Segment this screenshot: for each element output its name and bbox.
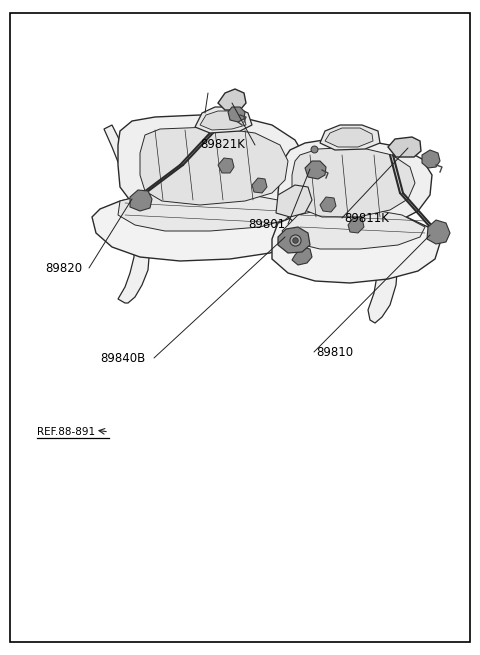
Polygon shape (272, 209, 440, 283)
Polygon shape (200, 111, 246, 130)
Polygon shape (282, 209, 425, 249)
Polygon shape (92, 191, 300, 261)
Text: 89810: 89810 (316, 345, 353, 358)
Polygon shape (305, 161, 326, 179)
Polygon shape (292, 147, 415, 217)
Polygon shape (278, 139, 432, 230)
Polygon shape (140, 127, 288, 205)
Polygon shape (130, 190, 152, 211)
Polygon shape (346, 151, 398, 323)
Text: REF.88-891: REF.88-891 (37, 427, 95, 437)
Polygon shape (218, 89, 246, 110)
Polygon shape (348, 217, 364, 233)
Polygon shape (320, 125, 380, 150)
Polygon shape (320, 197, 336, 212)
Text: 89811K: 89811K (344, 212, 389, 225)
Polygon shape (195, 107, 252, 133)
Polygon shape (388, 137, 421, 157)
Polygon shape (427, 220, 450, 244)
Polygon shape (422, 150, 440, 168)
Polygon shape (325, 128, 373, 147)
Polygon shape (276, 185, 312, 217)
Polygon shape (228, 107, 245, 122)
Polygon shape (292, 247, 312, 265)
Polygon shape (118, 115, 305, 217)
Polygon shape (118, 191, 295, 231)
Polygon shape (278, 227, 310, 253)
Text: 89821K: 89821K (200, 138, 245, 151)
Text: 89801: 89801 (248, 217, 285, 231)
Polygon shape (104, 125, 150, 303)
Text: 89820: 89820 (45, 261, 82, 274)
Polygon shape (218, 158, 234, 173)
Polygon shape (252, 178, 267, 193)
Text: 89840B: 89840B (100, 352, 145, 364)
